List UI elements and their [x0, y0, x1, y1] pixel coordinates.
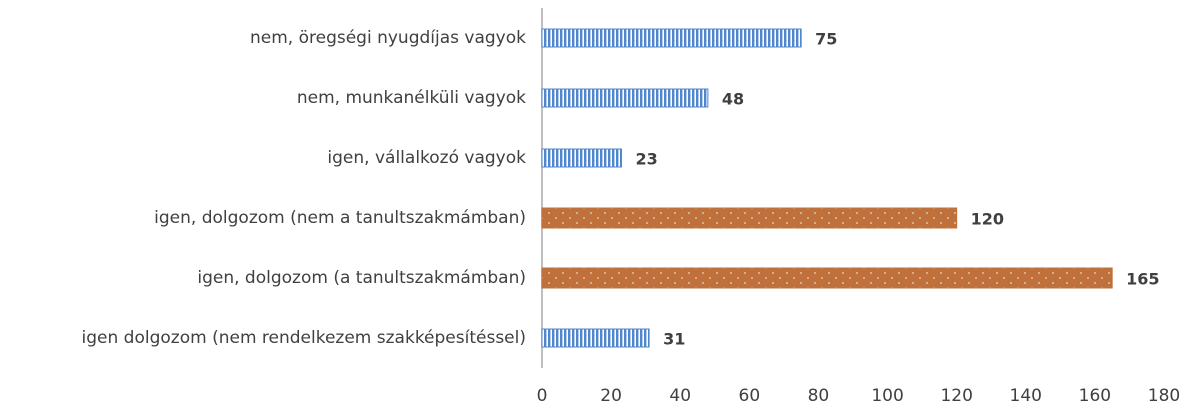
x-tick-label: 100 [871, 386, 903, 406]
x-tick-label: 80 [808, 386, 830, 406]
x-tick-label: 0 [537, 386, 548, 406]
y-tick-label: nem, öregségi nyugdíjas vagyok [250, 28, 526, 48]
y-tick-label: nem, munkanélküli vagyok [297, 88, 526, 108]
bar [541, 148, 622, 168]
data-label: 31 [663, 330, 685, 349]
y-tick-label: igen, dolgozom (a tanultszakmámban) [197, 268, 526, 288]
x-tick-label: 20 [600, 386, 622, 406]
y-tick-label: igen dolgozom (nem rendelkezem szakképes… [82, 328, 526, 348]
bar [541, 207, 958, 229]
bar [541, 267, 1113, 289]
bar [541, 28, 802, 48]
bar [541, 88, 709, 108]
y-tick-label: igen, vállalkozó vagyok [327, 148, 526, 168]
data-label: 120 [971, 210, 1004, 229]
x-tick-label: 140 [1010, 386, 1042, 406]
data-label: 23 [635, 150, 657, 169]
y-tick-label: igen, dolgozom (nem a tanultszakmámban) [154, 208, 526, 228]
x-tick-label: 160 [1079, 386, 1111, 406]
x-tick-label: 60 [739, 386, 761, 406]
data-label: 48 [722, 90, 744, 109]
x-tick-label: 120 [940, 386, 972, 406]
data-label: 165 [1126, 270, 1159, 289]
data-label: 75 [815, 30, 837, 49]
bar [541, 328, 650, 348]
x-tick-label: 180 [1148, 386, 1180, 406]
x-tick-label: 40 [669, 386, 691, 406]
